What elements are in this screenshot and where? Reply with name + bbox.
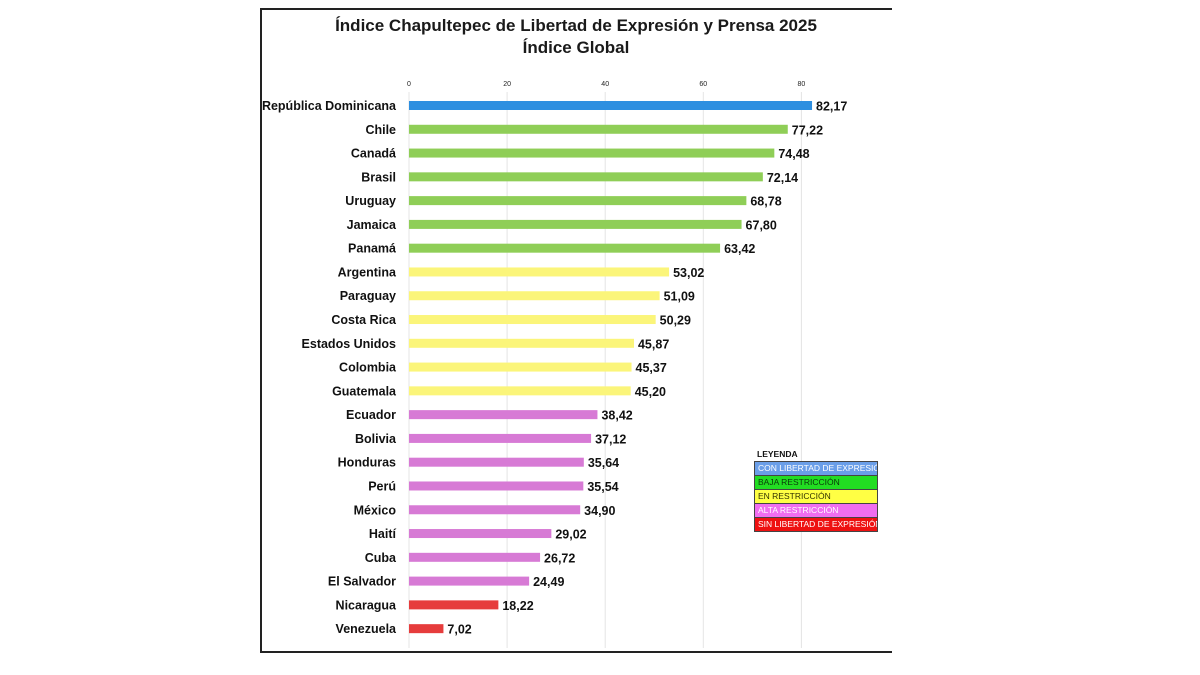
data-label: 35,54 <box>587 480 618 494</box>
x-tick-label: 60 <box>699 81 707 88</box>
category-label: Costa Rica <box>331 313 397 327</box>
legend-item: CON LIBERTAD DE EXPRESIÓN <box>754 461 878 476</box>
category-label: Nicaragua <box>336 598 397 612</box>
data-label: 37,12 <box>595 432 626 446</box>
category-label: El Salvador <box>328 575 396 589</box>
category-label: Bolivia <box>355 432 397 446</box>
data-label: 38,42 <box>601 409 632 423</box>
data-label: 50,29 <box>660 314 691 328</box>
legend-item: BAJA RESTRICCIÓN <box>754 476 878 490</box>
bar <box>409 481 584 491</box>
legend-item: SIN LIBERTAD DE EXPRESIÓN <box>754 518 878 532</box>
bar <box>409 219 742 229</box>
category-label: Haití <box>369 527 397 541</box>
chart-subtitle: Índice Global <box>522 38 630 57</box>
bar <box>409 362 632 372</box>
bar <box>409 291 660 301</box>
category-label: Colombia <box>339 361 397 375</box>
chart-frame <box>260 8 892 653</box>
data-label: 51,09 <box>664 290 695 304</box>
bar <box>409 624 444 634</box>
category-label: República Dominicana <box>262 99 397 113</box>
data-label: 67,80 <box>746 218 777 232</box>
category-label: Argentina <box>338 265 397 279</box>
data-label: 68,78 <box>750 195 781 209</box>
x-tick-label: 80 <box>798 81 806 88</box>
data-label: 45,20 <box>635 385 666 399</box>
bar <box>409 433 592 443</box>
bar <box>409 457 584 467</box>
category-label: Brasil <box>361 170 396 184</box>
data-label: 45,37 <box>636 361 667 375</box>
legend: LEYENDA CON LIBERTAD DE EXPRESIÓN BAJA RE… <box>754 448 878 532</box>
bar <box>409 505 581 515</box>
category-label: Chile <box>365 123 396 137</box>
legend-title: LEYENDA <box>757 449 798 459</box>
x-tick-label: 40 <box>601 81 609 88</box>
category-label: Venezuela <box>336 622 397 636</box>
category-label: Jamaica <box>347 218 397 232</box>
data-label: 82,17 <box>816 100 847 114</box>
data-label: 53,02 <box>673 266 704 280</box>
legend-item: EN RESTRICCIÓN <box>754 490 878 504</box>
category-label: México <box>354 503 397 517</box>
bar <box>409 576 530 586</box>
bar <box>409 410 598 420</box>
data-label: 24,49 <box>533 575 564 589</box>
data-label: 63,42 <box>724 242 755 256</box>
category-label: Panamá <box>348 242 396 256</box>
data-label: 7,02 <box>447 623 471 637</box>
data-label: 18,22 <box>502 599 533 613</box>
category-label: Honduras <box>338 456 396 470</box>
bar <box>409 148 775 158</box>
category-label: Canadá <box>351 147 396 161</box>
data-label: 35,64 <box>588 456 619 470</box>
bar <box>409 315 656 325</box>
bar <box>409 552 541 562</box>
category-label: Ecuador <box>346 408 396 422</box>
bar <box>409 124 788 134</box>
legend-item: ALTA RESTRICCIÓN <box>754 504 878 518</box>
bar <box>409 172 763 182</box>
bar <box>409 386 631 396</box>
chart-title: Índice Chapultepec de Libertad de Expres… <box>335 16 817 35</box>
data-label: 26,72 <box>544 551 575 565</box>
data-label: 45,87 <box>638 337 669 351</box>
bar <box>409 529 552 539</box>
x-tick-label: 20 <box>503 81 511 88</box>
x-tick-label: 0 <box>407 81 411 88</box>
category-label: Paraguay <box>340 289 396 303</box>
data-label: 34,90 <box>584 504 615 518</box>
bar <box>409 196 747 206</box>
bar <box>409 338 634 348</box>
category-label: Uruguay <box>345 194 396 208</box>
bar <box>409 600 499 610</box>
bar <box>409 243 721 253</box>
category-label: Cuba <box>365 551 397 565</box>
data-label: 72,14 <box>767 171 798 185</box>
data-label: 29,02 <box>555 528 586 542</box>
data-label: 77,22 <box>792 123 823 137</box>
category-label: Estados Unidos <box>302 337 397 351</box>
category-label: Guatemala <box>332 384 397 398</box>
data-label: 74,48 <box>778 147 809 161</box>
bar <box>409 101 813 110</box>
category-label: Perú <box>368 479 396 493</box>
bar <box>409 267 670 277</box>
